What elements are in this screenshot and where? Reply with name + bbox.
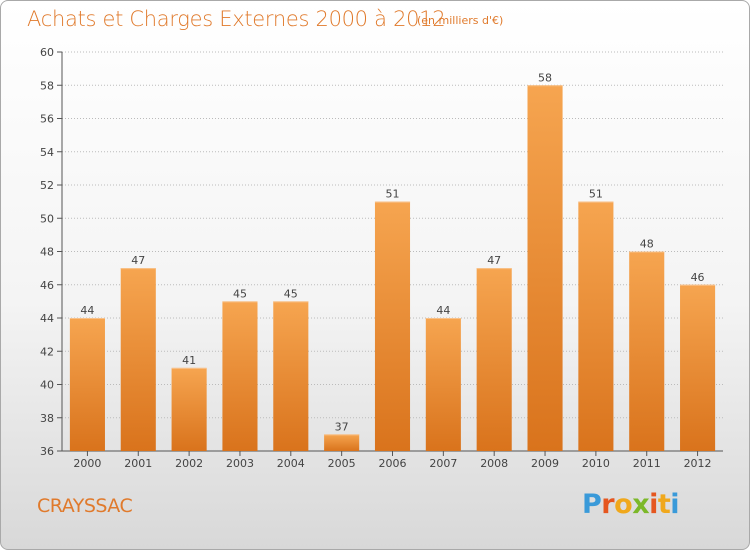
bar-2004 (273, 301, 309, 451)
chart-title: Achats et Charges Externes 2000 à 2012 (27, 7, 446, 31)
bar-2001 (120, 268, 156, 451)
bar-2002 (171, 367, 207, 451)
y-tick-label: 52 (40, 179, 54, 192)
data-label-2002: 41 (182, 354, 196, 367)
bar-2006 (374, 201, 411, 451)
y-tick-label: 56 (40, 113, 54, 126)
bar-2011 (629, 251, 665, 451)
bar-2000 (69, 318, 105, 451)
commune-name: CRAYSSAC (37, 495, 133, 517)
y-tick-label: 50 (40, 212, 54, 225)
bar-2007 (425, 318, 461, 451)
y-tick-label: 38 (40, 412, 54, 425)
data-label-2012: 46 (691, 271, 705, 284)
chart-subtitle: (en milliers d'€) (417, 14, 504, 27)
bar-2005 (324, 434, 360, 451)
y-tick-label: 48 (40, 246, 54, 259)
bars (69, 85, 716, 451)
data-label-2009: 58 (538, 71, 552, 84)
data-label-2008: 47 (487, 254, 501, 267)
x-tick-label-2001: 2001 (124, 457, 152, 470)
y-tick-label: 40 (40, 379, 54, 392)
data-label-2003: 45 (233, 287, 247, 300)
x-tick-label-2011: 2011 (633, 457, 661, 470)
x-tick-label-2006: 2006 (379, 457, 407, 470)
data-label-2001: 47 (131, 254, 145, 267)
x-tick-label-2004: 2004 (277, 457, 305, 470)
data-label-2005: 37 (335, 420, 349, 433)
data-label-2011: 48 (640, 238, 654, 251)
x-tick-label-2007: 2007 (429, 457, 457, 470)
proxiti-logo[interactable]: Proxiti (582, 489, 680, 520)
labels: 36 38 40 42 44 46 48 50 52 54 56 58 60 44 2000 47 2001 41… (40, 46, 712, 470)
y-tick-label: 46 (40, 279, 54, 292)
data-label-2010: 51 (589, 188, 603, 201)
x-tick-label-2008: 2008 (480, 457, 508, 470)
bar-2012 (680, 284, 716, 451)
y-tick-label: 54 (40, 146, 54, 159)
y-tick-label: 60 (40, 46, 54, 59)
data-label-2000: 44 (80, 304, 94, 317)
x-tick-label-2000: 2000 (73, 457, 101, 470)
data-label-2007: 44 (436, 304, 450, 317)
data-label-2004: 45 (284, 287, 298, 300)
y-tick-label: 42 (40, 345, 54, 358)
bar-2010 (578, 201, 614, 451)
x-tick-label-2009: 2009 (531, 457, 559, 470)
x-tick-label-2003: 2003 (226, 457, 254, 470)
bar-2003 (222, 301, 258, 451)
x-tick-label-2002: 2002 (175, 457, 203, 470)
data-label-2006: 51 (386, 188, 400, 201)
y-tick-label: 58 (40, 79, 54, 92)
bar-2008 (476, 268, 512, 451)
x-tick-label-2005: 2005 (328, 457, 356, 470)
x-tick-label-2012: 2012 (684, 457, 712, 470)
bar-2009 (527, 85, 563, 451)
y-tick-label: 36 (40, 445, 54, 458)
y-tick-label: 44 (40, 312, 54, 325)
x-tick-label-2010: 2010 (582, 457, 610, 470)
